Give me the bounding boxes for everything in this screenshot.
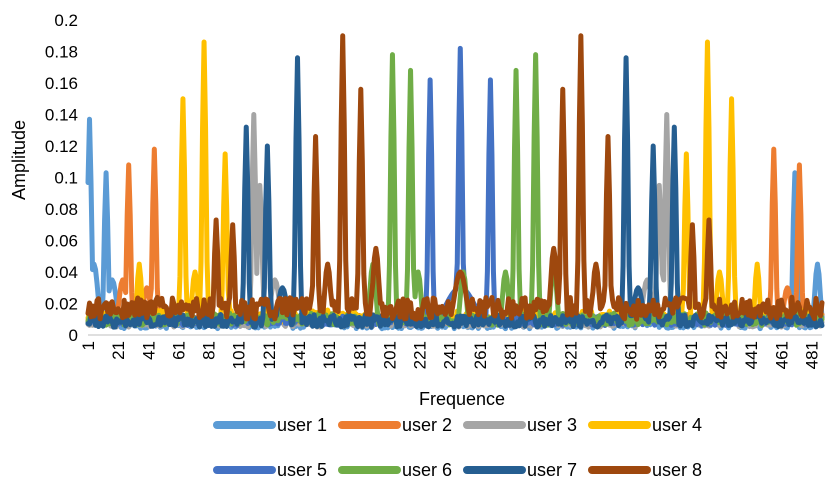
x-tick-label: 41 — [139, 341, 158, 360]
y-tick-label: 0.2 — [54, 11, 78, 30]
x-tick-label: 21 — [109, 341, 128, 360]
legend-label: user 7 — [527, 460, 577, 480]
x-tick-label: 421 — [712, 341, 731, 369]
x-tick-label: 101 — [230, 341, 249, 369]
x-tick-label: 141 — [290, 341, 309, 369]
legend-label: user 8 — [652, 460, 702, 480]
y-tick-label: 0.18 — [45, 43, 78, 62]
x-tick-label: 241 — [441, 341, 460, 369]
x-tick-label: 481 — [802, 341, 821, 369]
x-axis-ticks: 1 21 41 61 81 101 121 141 161 181 201 221 241 261 281 3… — [79, 341, 821, 369]
y-tick-label: 0.14 — [45, 106, 78, 125]
x-tick-label: 381 — [652, 341, 671, 369]
series-layer — [85, 33, 825, 332]
y-tick-label: 0.04 — [45, 263, 78, 282]
y-tick-label: 0.16 — [45, 74, 78, 93]
x-tick-label: 461 — [772, 341, 791, 369]
legend-label: user 1 — [277, 415, 327, 435]
x-tick-label: 1 — [79, 341, 98, 350]
x-tick-label: 401 — [682, 341, 701, 369]
x-tick-label: 221 — [411, 341, 430, 369]
x-tick-label: 321 — [561, 341, 580, 369]
x-axis-title: Frequence — [419, 389, 505, 409]
x-tick-label: 301 — [531, 341, 550, 369]
legend-label: user 5 — [277, 460, 327, 480]
y-tick-label: 0.06 — [45, 232, 78, 251]
y-tick-label: 0 — [69, 326, 78, 345]
x-tick-label: 121 — [260, 341, 279, 369]
legend-label: user 2 — [402, 415, 452, 435]
x-tick-label: 341 — [591, 341, 610, 369]
legend-label: user 6 — [402, 460, 452, 480]
x-tick-label: 161 — [320, 341, 339, 369]
y-tick-label: 0.08 — [45, 200, 78, 219]
legend: user 1 user 2 user 3 user 4 user 5 user 6 user… — [213, 415, 702, 480]
legend-label: user 4 — [652, 415, 702, 435]
x-tick-label: 361 — [622, 341, 641, 369]
x-tick-label: 441 — [742, 341, 761, 369]
x-tick-label: 201 — [380, 341, 399, 369]
y-axis-ticks: 0 0.02 0.04 0.06 0.08 0.1 0.12 0.14 0.16 0.18 0.2 — [45, 11, 78, 345]
y-tick-label: 0.1 — [54, 169, 78, 188]
x-tick-label: 81 — [200, 341, 219, 360]
series-line-user-7 — [85, 55, 825, 330]
y-tick-label: 0.02 — [45, 295, 78, 314]
y-axis-title: Amplitude — [9, 120, 29, 200]
x-tick-label: 61 — [169, 341, 188, 360]
y-tick-label: 0.12 — [45, 137, 78, 156]
x-tick-label: 261 — [471, 341, 490, 369]
x-tick-label: 281 — [501, 341, 520, 369]
legend-label: user 3 — [527, 415, 577, 435]
x-tick-label: 181 — [350, 341, 369, 369]
series-line-user-8 — [85, 33, 825, 322]
